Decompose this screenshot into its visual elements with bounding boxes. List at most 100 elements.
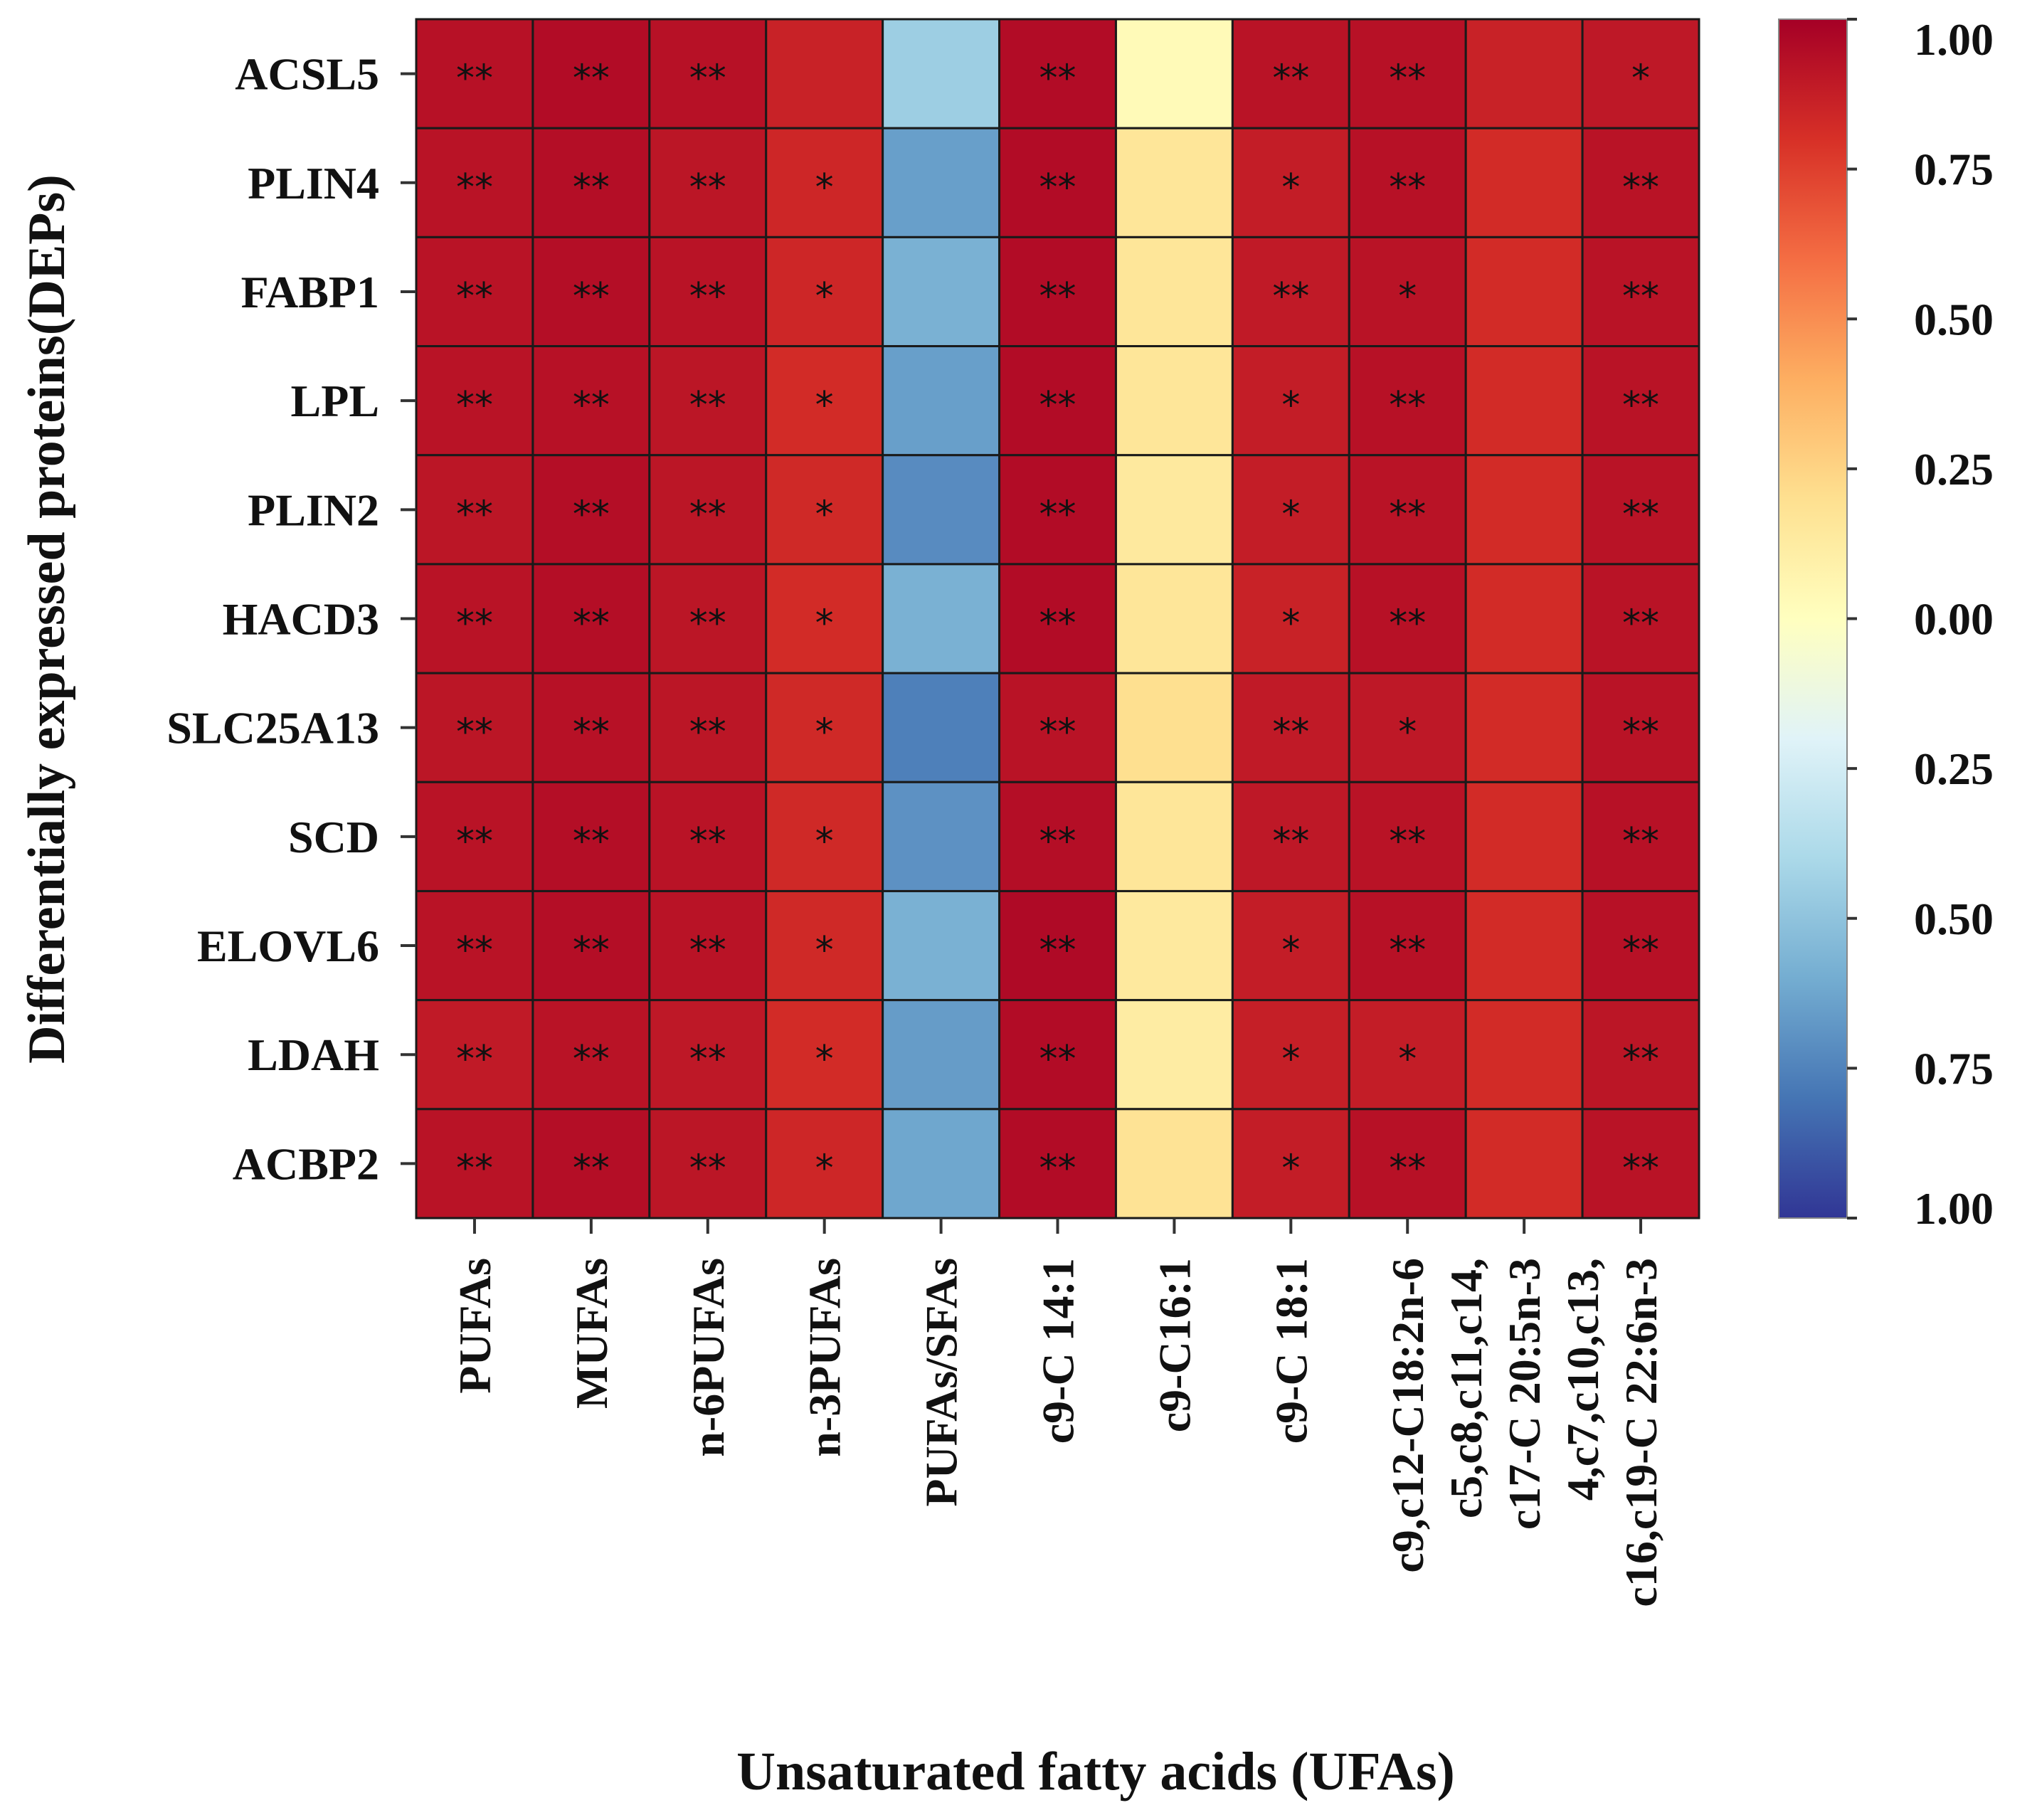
significance-label: ** xyxy=(456,275,493,318)
y-tick-label-plin2: PLIN2 xyxy=(248,485,379,535)
heatmap-cell-hacd3-3 xyxy=(765,563,884,674)
significance-label: ** xyxy=(1389,384,1426,427)
y-axis-label: Differentially expressed proteins(DEPs) xyxy=(18,174,76,1064)
significance-label: ** xyxy=(1039,275,1076,318)
significance-label: * xyxy=(1398,1038,1417,1081)
x-tick-label-n-6pufas: n-6PUFAs xyxy=(683,1258,734,1457)
heatmap-cell-plin2-2 xyxy=(648,454,768,566)
significance-label: * xyxy=(1281,929,1300,972)
heatmap-cell-slc25a13-7 xyxy=(1231,672,1350,783)
y-tick-label-plin4: PLIN4 xyxy=(248,158,379,208)
heatmap-cell-plin4-10 xyxy=(1581,127,1700,238)
significance-markers: ** ** ** ** ** ** *** ** ** * ** * ** **** ** ** * ** ** * *… xyxy=(456,58,1659,1190)
heatmap-cell-plin2-4 xyxy=(882,454,1001,566)
colorbar-tick-label: 0.75 xyxy=(1914,1043,1994,1094)
significance-label: ** xyxy=(689,166,726,209)
significance-label: * xyxy=(1631,58,1650,100)
heatmap-cell-hacd3-10 xyxy=(1581,563,1700,674)
significance-label: ** xyxy=(1389,603,1426,645)
significance-label: * xyxy=(1281,493,1300,536)
colorbar: 1.00 0.75 0.50 0.25 0.00 0.25 0.50 0.75 1.00 xyxy=(1778,14,1994,1234)
heatmap-cell-fabp1-2 xyxy=(648,236,768,348)
colorbar-tick-label: 1.00 xyxy=(1914,1183,1994,1234)
significance-label: * xyxy=(815,166,834,209)
significance-label: ** xyxy=(1272,820,1309,863)
heatmap-cell-plin2-8 xyxy=(1348,454,1467,566)
heatmap-cell-fabp1-0 xyxy=(415,236,534,348)
significance-label: ** xyxy=(456,711,493,754)
heatmap-cell-acbp2-7 xyxy=(1231,1108,1350,1219)
heatmap-cell-elovl6-10 xyxy=(1581,889,1700,1002)
significance-label: ** xyxy=(573,493,610,536)
heatmap-cell-scd-6 xyxy=(1114,781,1234,892)
significance-label: ** xyxy=(1389,1147,1426,1190)
significance-label: ** xyxy=(689,711,726,754)
significance-label: * xyxy=(815,1147,834,1190)
heatmap-cell-fabp1-6 xyxy=(1114,236,1234,348)
significance-label: ** xyxy=(573,275,610,318)
significance-label: ** xyxy=(1039,166,1076,209)
heatmap-cell-acsl5-0 xyxy=(415,18,534,129)
significance-label: ** xyxy=(456,166,493,209)
significance-label: ** xyxy=(1039,711,1076,754)
significance-label: * xyxy=(1281,384,1300,427)
significance-label: ** xyxy=(1622,603,1659,645)
significance-label: ** xyxy=(689,493,726,536)
significance-label: ** xyxy=(689,820,726,863)
heatmap-cell-lpl-3 xyxy=(765,345,884,457)
heatmap-cell-hacd3-6 xyxy=(1114,563,1234,674)
significance-label: * xyxy=(815,384,834,427)
significance-label: ** xyxy=(1622,929,1659,972)
x-tick-label-c9-c16-1: c9-C16:1 xyxy=(1149,1258,1200,1432)
significance-label: ** xyxy=(456,493,493,536)
y-tick-label-elovl6: ELOVL6 xyxy=(197,921,379,971)
significance-label: ** xyxy=(1039,58,1076,100)
heatmap-cell-elovl6-4 xyxy=(882,889,1001,1002)
heatmap-cell-scd-7 xyxy=(1231,781,1350,892)
significance-label: ** xyxy=(689,1038,726,1081)
significance-label: * xyxy=(815,603,834,645)
significance-label: ** xyxy=(573,929,610,972)
heatmap-cell-scd-3 xyxy=(765,781,884,892)
significance-label: ** xyxy=(456,603,493,645)
significance-label: ** xyxy=(689,384,726,427)
significance-label: ** xyxy=(573,1038,610,1081)
heatmap-cell-lpl-9 xyxy=(1464,345,1584,457)
significance-label: ** xyxy=(689,275,726,318)
x-tick-label-c5-c8-c11-c14: c5,c8,c11,c14, xyxy=(1441,1258,1491,1518)
x-axis-ticks: PUFAs MUFAs n-6PUFAs n-3PUFAs PUFAs/SFAs c9-C… xyxy=(450,1218,1666,1607)
significance-label: * xyxy=(815,711,834,754)
y-tick-label-acbp2: ACBP2 xyxy=(233,1138,379,1189)
significance-label: ** xyxy=(456,58,493,100)
heatmap-cell-acbp2-1 xyxy=(531,1108,651,1219)
heatmap-cell-scd-5 xyxy=(998,781,1117,892)
heatmap-cell-slc25a13-10 xyxy=(1581,672,1700,783)
heatmap-cell-acsl5-3 xyxy=(765,18,884,129)
heatmap-cell-hacd3-0 xyxy=(415,563,534,674)
colorbar-tick-label: 0.00 xyxy=(1914,594,1994,645)
colorbar-tick-label: 0.75 xyxy=(1914,144,1994,195)
heatmap-cell-slc25a13-1 xyxy=(531,672,651,783)
significance-label: ** xyxy=(456,1038,493,1081)
significance-label: ** xyxy=(1039,929,1076,972)
heatmap-cell-plin2-6 xyxy=(1114,454,1234,566)
significance-label: ** xyxy=(573,166,610,209)
colorbar-tick-label: 0.25 xyxy=(1914,744,1994,794)
significance-label: ** xyxy=(1039,1038,1076,1081)
significance-label: ** xyxy=(1622,275,1659,318)
heatmap-cell-scd-0 xyxy=(415,781,534,892)
heatmap-cell-hacd3-9 xyxy=(1464,563,1584,674)
significance-label: ** xyxy=(689,58,726,100)
significance-label: * xyxy=(1281,1147,1300,1190)
heatmap-cell-elovl6-7 xyxy=(1231,889,1350,1002)
heatmap-cell-hacd3-5 xyxy=(998,563,1117,674)
colorbar-tick-label: 0.25 xyxy=(1914,444,1994,494)
significance-label: ** xyxy=(456,929,493,972)
heatmap-cell-plin4-0 xyxy=(415,127,534,238)
x-tick-label-c9-c-18-1: c9-C 18:1 xyxy=(1266,1258,1316,1444)
significance-label: ** xyxy=(1389,929,1426,972)
heatmap-cell-ldah-8 xyxy=(1348,999,1467,1111)
significance-label: ** xyxy=(1389,166,1426,209)
heatmap-cell-fabp1-9 xyxy=(1464,236,1584,348)
